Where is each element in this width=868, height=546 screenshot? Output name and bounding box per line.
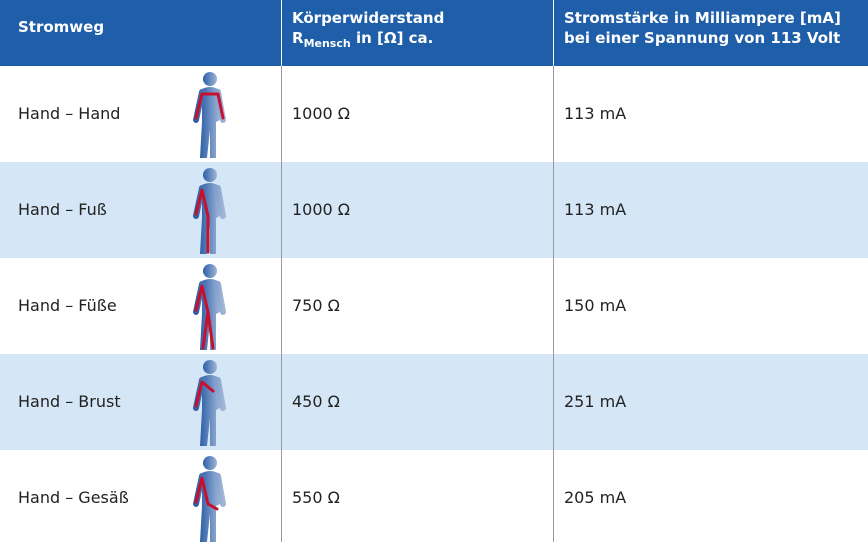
- body-figure-icon: [186, 70, 236, 162]
- column-divider: [553, 66, 554, 542]
- table-row: Hand – Gesäß 550 Ω 205 mA: [0, 450, 868, 546]
- header-text: in [Ω] ca.: [356, 29, 433, 47]
- header-divider: [281, 0, 282, 66]
- header-text: R: [292, 29, 304, 47]
- table-cell: 1000 Ω: [292, 66, 350, 162]
- body-figure-icon: [186, 262, 236, 354]
- table-cell: Hand – Gesäß: [18, 450, 129, 546]
- table-cell: 1000 Ω: [292, 162, 350, 258]
- body-figure-icon: [186, 358, 236, 450]
- header-text: Körperwiderstand: [292, 9, 444, 27]
- table-cell: 113 mA: [564, 66, 626, 162]
- body-figure-icon: [186, 166, 236, 258]
- table-cell: 150 mA: [564, 258, 626, 354]
- header-subscript: Mensch: [304, 37, 351, 50]
- header-cell: Stromweg: [18, 17, 104, 37]
- header-text: bei einer Spannung von 113 Volt: [564, 29, 840, 47]
- table-cell: 550 Ω: [292, 450, 340, 546]
- table-header: Stromweg Körperwiderstand RMensch in [Ω]…: [0, 0, 868, 66]
- table-row: Hand – Hand 1000 Ω 113 mA: [0, 66, 868, 162]
- table-row: Hand – Füße 750 Ω 150 mA: [0, 258, 868, 354]
- body-figure-icon: [186, 454, 236, 546]
- table-cell: Hand – Füße: [18, 258, 117, 354]
- header-divider: [553, 0, 554, 66]
- page: Stromweg Körperwiderstand RMensch in [Ω]…: [0, 0, 868, 542]
- table-cell: Hand – Brust: [18, 354, 121, 450]
- table-cell: 205 mA: [564, 450, 626, 546]
- table-cell: Hand – Hand: [18, 66, 120, 162]
- table-cell: 251 mA: [564, 354, 626, 450]
- table-row: Hand – Brust 450 Ω 251 mA: [0, 354, 868, 450]
- header-cell: Stromstärke in Milliampere [mA] bei eine…: [564, 8, 841, 48]
- table-cell: 450 Ω: [292, 354, 340, 450]
- table-cell: 113 mA: [564, 162, 626, 258]
- table-row: Hand – Fuß 1000 Ω 113 mA: [0, 162, 868, 258]
- column-divider: [281, 66, 282, 542]
- header-cell: Körperwiderstand RMensch in [Ω] ca.: [292, 8, 444, 54]
- table-cell: 750 Ω: [292, 258, 340, 354]
- header-text: Stromstärke in Milliampere [mA]: [564, 9, 841, 27]
- table-cell: Hand – Fuß: [18, 162, 107, 258]
